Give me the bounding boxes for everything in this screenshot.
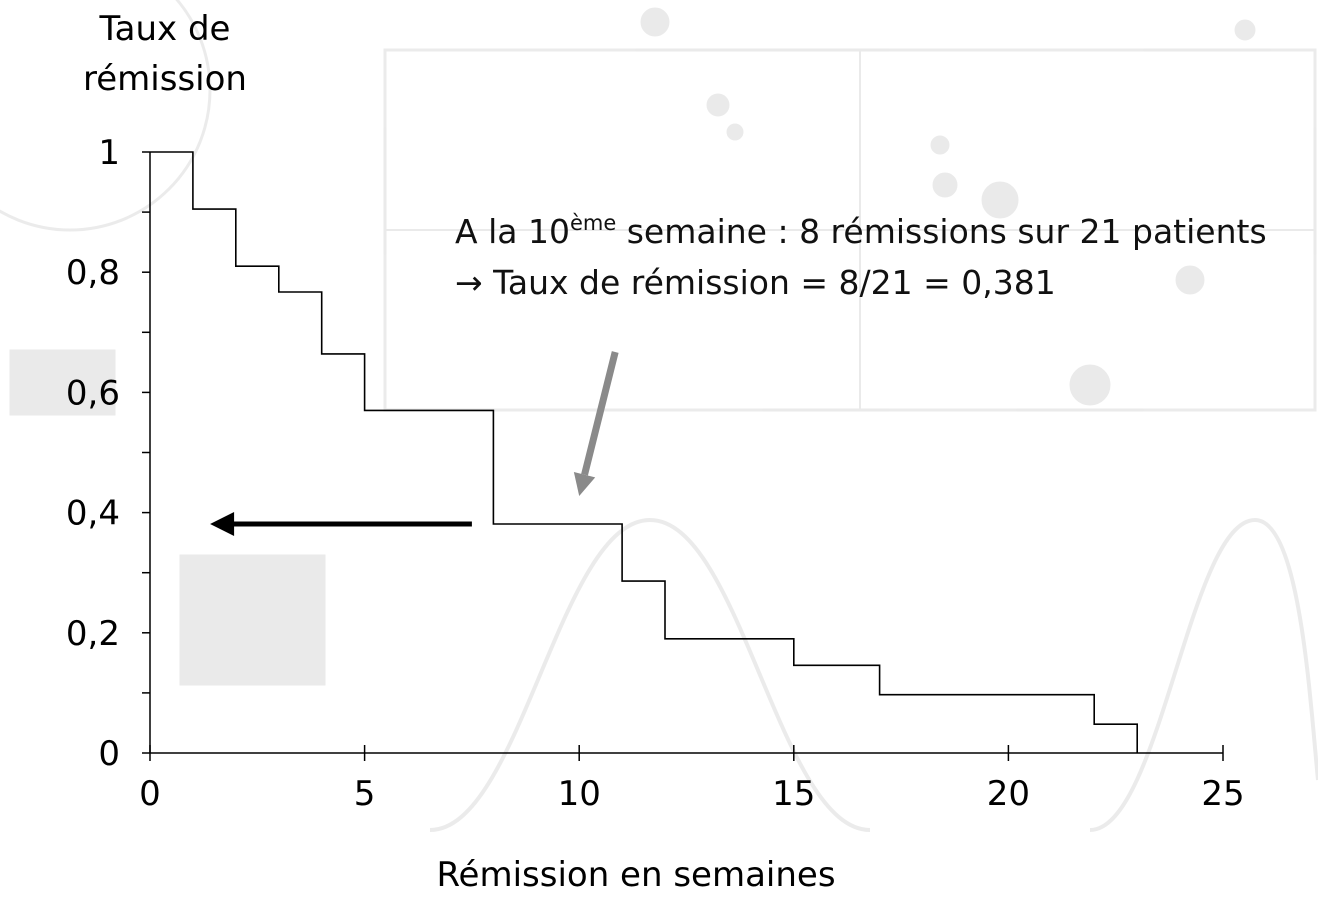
y-tick-label-2: 0,4	[66, 494, 120, 534]
x-tick-label-3: 15	[772, 774, 815, 814]
y-tick-label-3: 0,6	[66, 373, 120, 413]
y-axis-label-line1: Taux de	[99, 9, 231, 49]
tick-labels: 00,20,40,60,810 5 10 15 20 25	[66, 133, 1245, 814]
annotation-line1-suffix: semaine : 8 rémissions sur 21 patients	[616, 212, 1266, 251]
horizontal-arrow-head-icon	[210, 512, 235, 537]
annotation-line1: A la 10ème semaine : 8 rémissions sur 21…	[455, 211, 1267, 251]
annotation-line2: → Taux de rémission = 8/21 = 0,381	[455, 263, 1056, 302]
y-tick-label-0: 0	[98, 734, 120, 774]
arrows	[210, 351, 619, 537]
x-tick-label-4: 20	[987, 774, 1030, 814]
x-tick-label-1: 5	[354, 774, 376, 814]
series-group	[150, 151, 1138, 753]
annotation-line2-text: Taux de rémission = 8/21 = 0,381	[483, 263, 1056, 302]
x-tick-label-0: 0	[139, 774, 161, 814]
x-tick-label-2: 10	[558, 774, 601, 814]
y-axis-label-line2: rémission	[83, 59, 247, 99]
ticks	[142, 151, 1224, 761]
x-axis-label: Rémission en semaines	[436, 855, 835, 895]
y-tick-label-4: 0,8	[66, 253, 120, 293]
y-tick-label-5: 1	[98, 133, 120, 173]
background-decoration	[0, 0, 1318, 832]
annotation-line2-arrow-icon: →	[455, 263, 483, 302]
pointer-arrow-shaft	[581, 351, 619, 476]
x-tick-label-5: 25	[1201, 774, 1244, 814]
annotation-line1-superscript: ème	[570, 211, 616, 235]
step-curve-series-0	[150, 151, 1138, 753]
pointer-arrow-head-icon	[573, 472, 596, 497]
y-tick-label-1: 0,2	[66, 614, 120, 654]
annotation-line1-prefix: A la 10	[455, 212, 570, 251]
